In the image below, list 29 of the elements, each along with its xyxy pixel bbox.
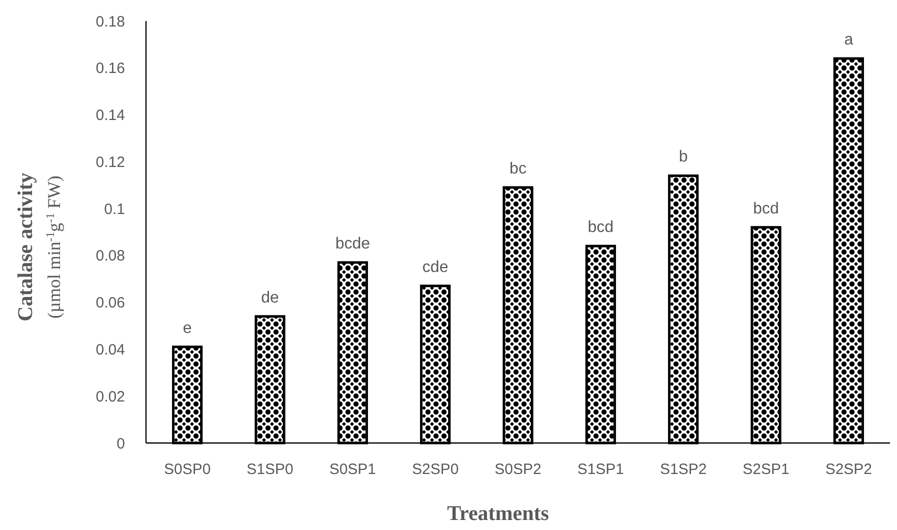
x-tick-label: S2SP1 xyxy=(742,461,790,478)
y-tick-label: 0.08 xyxy=(96,248,125,265)
x-tick-label: S1SP0 xyxy=(246,461,294,478)
annotation: bcd xyxy=(753,200,779,218)
y-tick-label: 0.04 xyxy=(96,341,125,358)
x-tick-label: S2SP2 xyxy=(825,461,872,478)
annotation: cde xyxy=(422,258,448,276)
x-tick-label: S1SP1 xyxy=(577,461,624,478)
y-tick-label: 0.06 xyxy=(96,294,125,312)
y-tick-label: 0 xyxy=(116,435,125,452)
annotation: de xyxy=(261,289,279,306)
x-tick-label: S0SP2 xyxy=(494,461,542,478)
x-tick-label: S0SP1 xyxy=(329,461,376,478)
y-tick-label: 0.02 xyxy=(96,388,125,406)
annotation: bc xyxy=(510,160,526,178)
y-tick-label: 0.18 xyxy=(96,13,125,30)
y-tick-label: 0.14 xyxy=(96,107,125,124)
x-tick-label: S1SP2 xyxy=(660,461,707,478)
annotation: b xyxy=(678,148,688,166)
y-tick-label: 0.1 xyxy=(104,200,125,218)
y-tick-label: 0.16 xyxy=(96,60,125,78)
x-axis-title: Treatments xyxy=(447,501,549,525)
x-tick-label: S0SP0 xyxy=(164,461,211,478)
annotation: a xyxy=(844,32,854,49)
x-tick-label: S2SP0 xyxy=(412,461,459,478)
annotation: bcd xyxy=(588,219,614,236)
y-tick-label: 0.12 xyxy=(96,154,125,171)
annotation: bcde xyxy=(335,235,370,252)
annotation: e xyxy=(182,320,192,337)
